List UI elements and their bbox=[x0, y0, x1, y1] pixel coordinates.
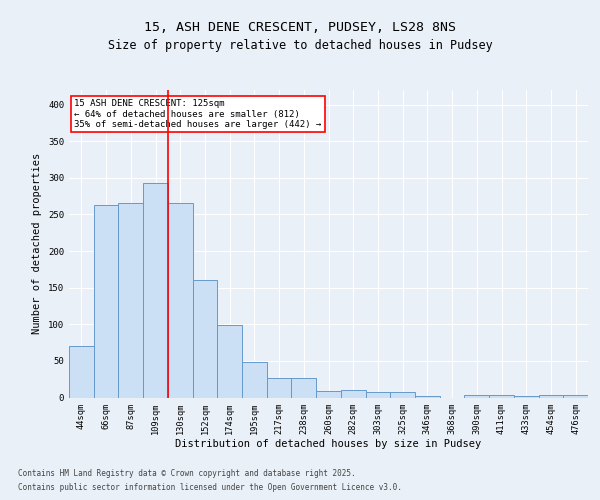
Bar bbox=[539, 394, 563, 398]
Text: 15, ASH DENE CRESCENT, PUDSEY, LS28 8NS: 15, ASH DENE CRESCENT, PUDSEY, LS28 8NS bbox=[144, 21, 456, 34]
Bar bbox=[316, 391, 341, 398]
Bar bbox=[217, 325, 242, 398]
Bar bbox=[267, 378, 292, 398]
Text: Size of property relative to detached houses in Pudsey: Size of property relative to detached ho… bbox=[107, 38, 493, 52]
Bar bbox=[143, 183, 168, 398]
Bar bbox=[415, 396, 440, 398]
Bar bbox=[168, 204, 193, 398]
Bar bbox=[292, 378, 316, 398]
Bar bbox=[193, 280, 217, 398]
Bar bbox=[514, 396, 539, 398]
Bar bbox=[118, 204, 143, 398]
Y-axis label: Number of detached properties: Number of detached properties bbox=[32, 153, 43, 334]
Bar bbox=[464, 394, 489, 398]
Bar bbox=[242, 362, 267, 398]
X-axis label: Distribution of detached houses by size in Pudsey: Distribution of detached houses by size … bbox=[175, 440, 482, 450]
Text: 15 ASH DENE CRESCENT: 125sqm
← 64% of detached houses are smaller (812)
35% of s: 15 ASH DENE CRESCENT: 125sqm ← 64% of de… bbox=[74, 99, 322, 129]
Text: Contains public sector information licensed under the Open Government Licence v3: Contains public sector information licen… bbox=[18, 483, 402, 492]
Bar bbox=[390, 392, 415, 398]
Bar bbox=[563, 394, 588, 398]
Bar bbox=[341, 390, 365, 398]
Bar bbox=[489, 396, 514, 398]
Text: Contains HM Land Registry data © Crown copyright and database right 2025.: Contains HM Land Registry data © Crown c… bbox=[18, 470, 356, 478]
Bar bbox=[94, 205, 118, 398]
Bar bbox=[365, 392, 390, 398]
Bar bbox=[69, 346, 94, 398]
